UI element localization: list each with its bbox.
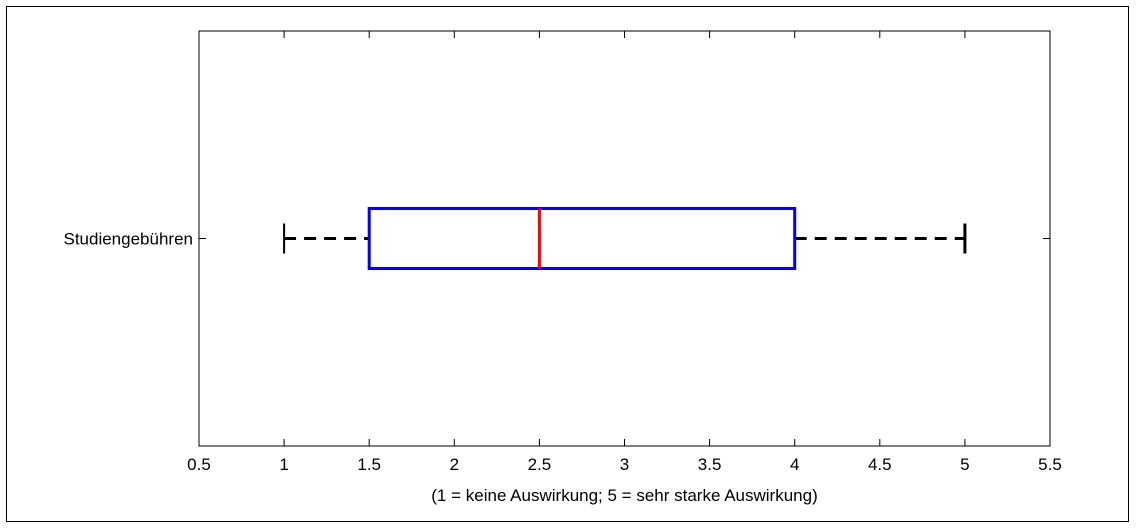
x-tick-label: 5.5 bbox=[1038, 455, 1062, 474]
x-tick-label: 4 bbox=[790, 455, 799, 474]
x-tick-label: 2 bbox=[450, 455, 459, 474]
x-tick-label: 0.5 bbox=[187, 455, 211, 474]
x-tick-label: 1.5 bbox=[357, 455, 381, 474]
plot-area bbox=[283, 207, 967, 270]
x-tick-label: 4.5 bbox=[868, 455, 892, 474]
y-tick-label: Studiengebühren bbox=[63, 230, 193, 249]
x-axis-label: (1 = keine Auswirkung; 5 = sehr starke A… bbox=[431, 486, 817, 505]
x-ticks: 0.5 1 1.5 2 2.5 3 3.5 4 4.5 5 5.5 Studiengebühren bbox=[63, 31, 1062, 474]
iqr-box bbox=[367, 207, 797, 270]
x-tick-label: 1 bbox=[279, 455, 288, 474]
x-tick-label: 2.5 bbox=[528, 455, 552, 474]
figure-frame bbox=[6, 6, 1129, 522]
x-tick-label: 5 bbox=[960, 455, 969, 474]
x-tick-label: 3.5 bbox=[698, 455, 722, 474]
x-tick-label: 3 bbox=[620, 455, 629, 474]
